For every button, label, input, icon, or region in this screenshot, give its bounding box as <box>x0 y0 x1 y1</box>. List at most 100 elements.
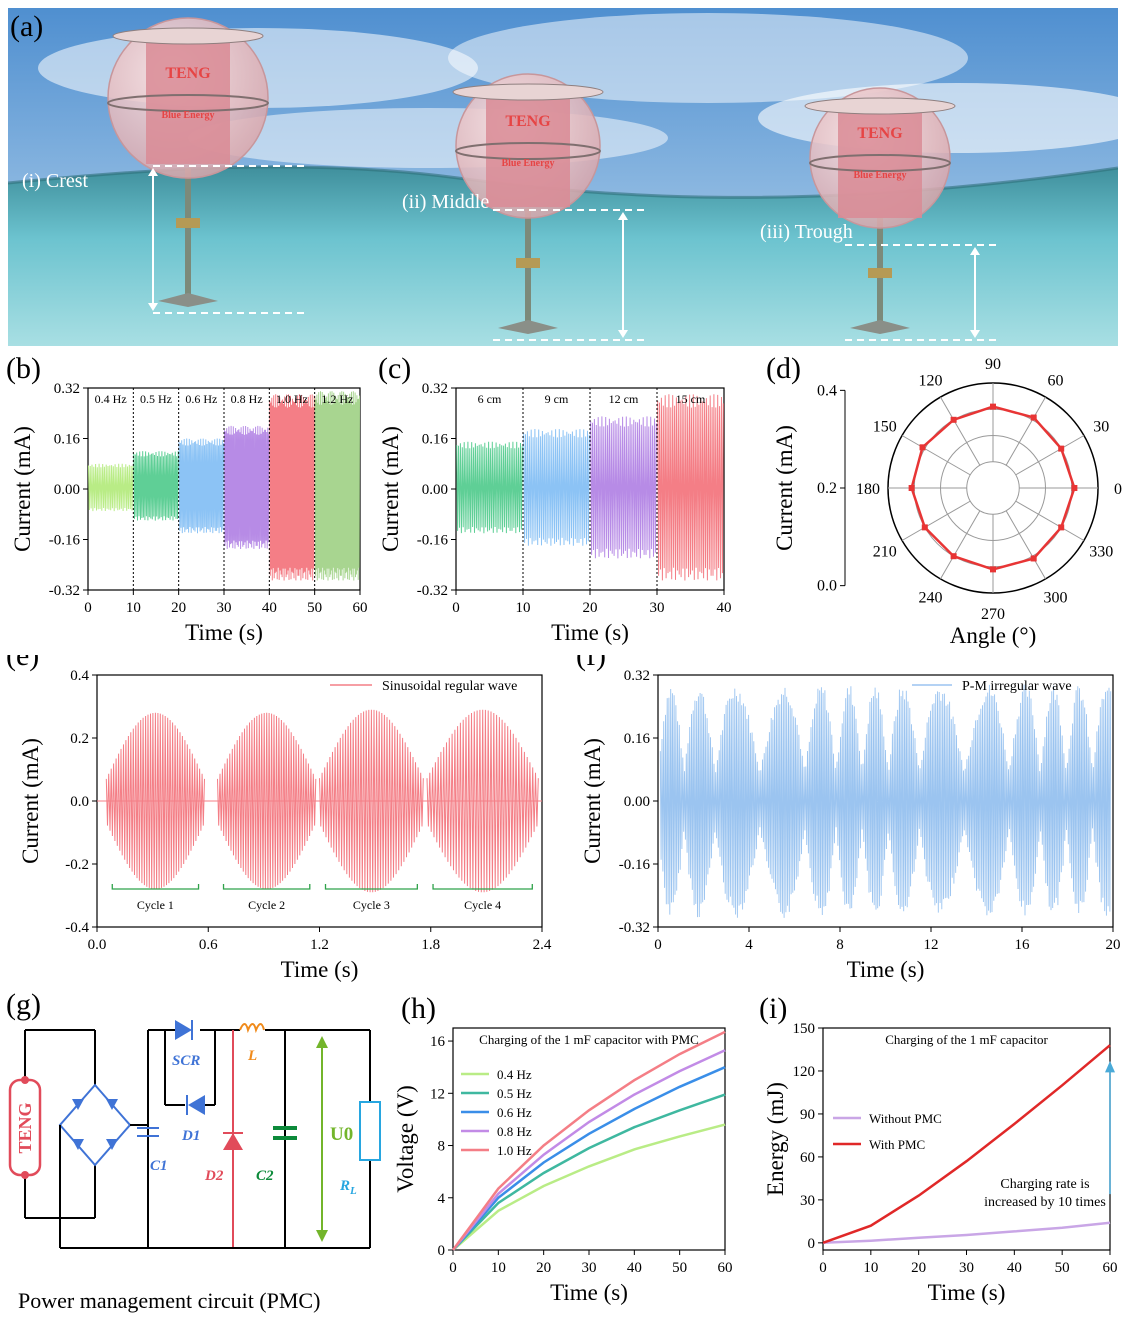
x-tick-label: 0 <box>449 1260 457 1276</box>
device-title: TENG <box>505 113 551 130</box>
cycle-waveform-3 <box>319 709 424 893</box>
legend-label: Sinusoidal regular wave <box>382 679 517 694</box>
device-subtitle: Blue Energy <box>853 170 906 181</box>
cycle-bracket <box>111 884 200 890</box>
angle-tick-label: 180 <box>856 481 880 498</box>
y-tick-label: 150 <box>793 1021 816 1037</box>
rectifier-diode <box>106 1099 118 1110</box>
chart-title: Charging of the 1 mF capacitor <box>885 1032 1048 1047</box>
angle-tick-label: 270 <box>981 606 1005 623</box>
y-tick-label: 120 <box>793 1064 816 1080</box>
x-axis-title: Angle (°) <box>950 623 1036 648</box>
x-tick-label: 40 <box>627 1260 642 1276</box>
legend-label: 0.8 Hz <box>497 1124 532 1139</box>
current-burst-4 <box>224 425 270 550</box>
mid-ring <box>809 154 951 172</box>
anchor-plate <box>850 320 910 334</box>
y-tick-label: 0.32 <box>624 668 650 684</box>
r-tick-label: 0.4 <box>817 382 837 399</box>
chart-i-svg: 0 10 20 30 40 50 60 0 30 60 90 120 150 Time (s) Energy… <box>759 992 1118 1305</box>
segment-label: 1.2 Hz <box>321 392 353 406</box>
u0-label: U0 <box>330 1124 353 1145</box>
inner-cylinder <box>146 36 230 164</box>
cycle-label: Cycle 1 <box>137 898 174 912</box>
top-disk <box>452 83 604 101</box>
rod-connector <box>176 218 200 228</box>
panel-label: (e) <box>6 655 39 672</box>
current-burst-3 <box>178 438 224 534</box>
x-tick-label: 10 <box>126 600 141 616</box>
r-tick-label: 0.0 <box>817 578 837 595</box>
irregular-waveform <box>659 684 1112 918</box>
legend-label: 0.5 Hz <box>497 1086 532 1101</box>
y-tick-label: -0.16 <box>619 857 651 873</box>
y-axis-title: Current (mA) <box>772 425 797 551</box>
rectifier-diode <box>72 1139 84 1150</box>
panel-e-chart: 0.0 0.6 1.2 1.8 2.4 -0.4 -0.2 0.0 0.2 0.4 Time (s)… <box>0 639 560 985</box>
pmc-caption: Power management circuit (PMC) <box>18 1288 321 1313</box>
x-tick-label: 16 <box>1015 937 1031 953</box>
panel-label: (c) <box>378 352 411 385</box>
c2-label: C2 <box>256 1168 274 1184</box>
middle-label: (ii) Middle <box>402 191 490 213</box>
x-tick-label: 60 <box>353 600 368 616</box>
x-tick-label: 10 <box>516 600 531 616</box>
y-tick-label: 0.00 <box>54 482 80 498</box>
chart-b-svg: 0 10 20 30 40 50 60 -0.32 -0.16 0.00 0.16 0.32 Time … <box>6 352 368 645</box>
angle-tick-label: 150 <box>873 419 897 436</box>
x-tick-label: 20 <box>171 600 186 616</box>
r-tick-label: 0.2 <box>817 480 837 497</box>
y-tick-label: -0.32 <box>49 583 80 599</box>
device-subtitle: Blue Energy <box>501 158 554 169</box>
y-tick-label: 0.2 <box>70 731 89 747</box>
y-axis-title: Voltage (V) <box>395 1085 418 1193</box>
x-tick-label: 20 <box>1106 937 1121 953</box>
panel-label: (h) <box>401 992 436 1025</box>
panel-label: (f) <box>576 655 606 672</box>
x-tick-label: 0 <box>452 600 460 616</box>
annotation-text: Charging rate is <box>1000 1177 1089 1192</box>
c2-plate <box>273 1136 297 1140</box>
x-tick-label: 20 <box>536 1260 551 1276</box>
rl-label: RL <box>339 1178 357 1197</box>
x-tick-label: 0.0 <box>88 937 107 953</box>
x-tick-label: 0 <box>654 937 662 953</box>
y-axis-title: Energy (mJ) <box>763 1082 788 1196</box>
x-tick-label: 4 <box>745 937 753 953</box>
depth-arrow-head-down <box>148 303 158 311</box>
c2-plate <box>273 1126 297 1130</box>
current-burst-6 <box>314 391 360 581</box>
teng-terminal <box>21 1171 29 1179</box>
current-burst-2 <box>523 428 590 546</box>
y-tick-label: -0.4 <box>65 920 89 936</box>
cycle-waveform-2 <box>217 712 317 890</box>
angle-tick-label: 210 <box>873 544 897 561</box>
legend-label: 0.4 Hz <box>497 1067 532 1082</box>
current-burst-1 <box>88 463 134 512</box>
ocean-scene-illustration: TENG Blue Energy TENG Blue Energy TENG Blue E… <box>7 8 1126 346</box>
current-polar-line <box>910 405 1076 571</box>
x-axis-title: Time (s) <box>847 957 925 982</box>
panel-label: (g) <box>6 990 41 1021</box>
x-tick-label: 40 <box>262 600 277 616</box>
polar-spoke <box>940 510 981 580</box>
series-line-2 <box>822 1044 1111 1244</box>
panel-c-chart: 0 10 20 30 40 -0.32 -0.16 0.00 0.16 0.32 Time (s) C… <box>372 348 744 653</box>
x-tick-label: 30 <box>959 1260 974 1276</box>
cycle-label: Cycle 3 <box>353 898 390 912</box>
d2-label: D2 <box>204 1168 224 1184</box>
y-tick-label: 0.00 <box>422 482 448 498</box>
cycle-label: Cycle 2 <box>248 898 285 912</box>
depth-arrow-head-down <box>970 330 980 338</box>
series-line-5 <box>451 1030 726 1251</box>
panel-a-label: (a) <box>10 10 44 43</box>
x-tick-label: 40 <box>717 600 732 616</box>
top-disk <box>112 27 264 45</box>
x-axis-title: Time (s) <box>550 1280 628 1305</box>
x-tick-label: 1.8 <box>421 937 440 953</box>
increase-arrow-head <box>1105 1060 1115 1073</box>
x-tick-label: 40 <box>1007 1260 1022 1276</box>
polar-grid-ring <box>966 461 1020 515</box>
cycle-bracket <box>324 884 418 890</box>
angle-tick-label: 30 <box>1093 419 1109 436</box>
